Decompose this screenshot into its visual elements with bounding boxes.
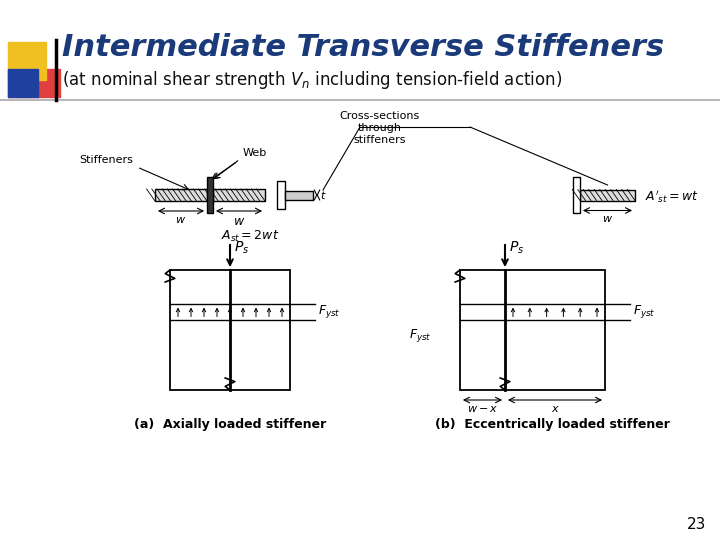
Bar bbox=[285, 191, 313, 199]
Text: Cross-sections: Cross-sections bbox=[340, 111, 420, 121]
Text: $P_s$: $P_s$ bbox=[234, 240, 249, 256]
Text: $w - x$: $w - x$ bbox=[467, 404, 498, 414]
Text: Web: Web bbox=[243, 148, 267, 158]
Text: (at nominal shear strength $V_n$ including tension-field action): (at nominal shear strength $V_n$ includi… bbox=[62, 69, 562, 91]
Bar bbox=[170, 270, 290, 390]
Text: $t$: $t$ bbox=[320, 189, 327, 201]
Text: Stiffeners: Stiffeners bbox=[79, 155, 133, 165]
Bar bbox=[8, 69, 38, 97]
Text: $w$: $w$ bbox=[602, 214, 613, 225]
Bar bbox=[460, 270, 605, 390]
Text: $F_{yst}$: $F_{yst}$ bbox=[633, 303, 656, 321]
Text: through: through bbox=[358, 123, 402, 133]
Bar bbox=[277, 181, 285, 209]
Bar bbox=[8, 69, 60, 97]
Text: $P_s$: $P_s$ bbox=[509, 240, 524, 256]
Bar bbox=[8, 42, 46, 80]
Text: stiffeners: stiffeners bbox=[354, 135, 406, 145]
Bar bbox=[207, 177, 213, 213]
Text: $A_{st} = 2wt$: $A_{st} = 2wt$ bbox=[221, 229, 279, 244]
Text: $w$: $w$ bbox=[176, 215, 186, 225]
Text: $x$: $x$ bbox=[551, 404, 559, 414]
Text: (b)  Eccentrically loaded stiffener: (b) Eccentrically loaded stiffener bbox=[435, 418, 670, 431]
Bar bbox=[580, 190, 635, 200]
Bar bbox=[573, 177, 580, 213]
Text: Intermediate Transverse Stiffeners: Intermediate Transverse Stiffeners bbox=[62, 33, 664, 63]
Bar bbox=[155, 189, 207, 201]
Text: $w$: $w$ bbox=[233, 215, 245, 228]
Text: $F_{yst}$: $F_{yst}$ bbox=[410, 327, 432, 343]
Bar bbox=[213, 189, 265, 201]
Text: $A'_{st} = wt$: $A'_{st} = wt$ bbox=[645, 188, 699, 205]
Text: 23: 23 bbox=[687, 517, 706, 532]
Text: (a)  Axially loaded stiffener: (a) Axially loaded stiffener bbox=[134, 418, 326, 431]
Text: $F_{yst}$: $F_{yst}$ bbox=[318, 303, 341, 321]
